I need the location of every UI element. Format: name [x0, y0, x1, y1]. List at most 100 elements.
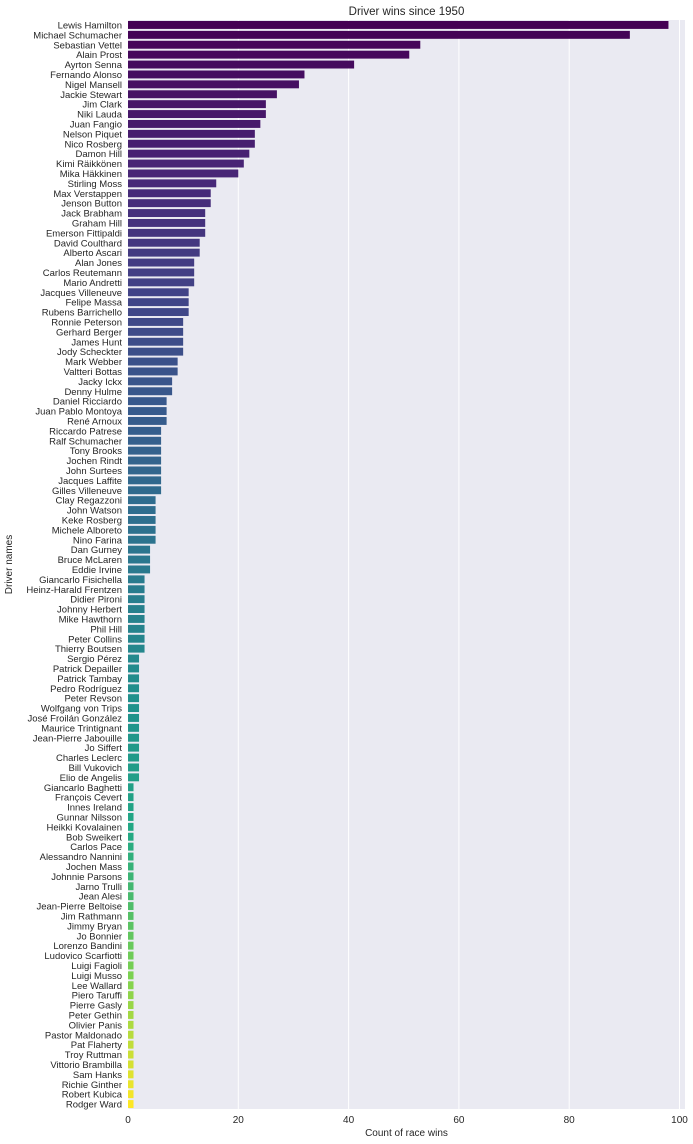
- bar: [128, 872, 134, 881]
- y-tick-label: Ralf Schumacher: [49, 436, 122, 447]
- bar: [128, 466, 162, 475]
- y-tick-label: Mario Andretti: [63, 278, 122, 289]
- x-tick-label: 40: [343, 1115, 355, 1126]
- bar: [128, 545, 151, 554]
- bar: [128, 506, 156, 515]
- y-tick-label: Juan Fangio: [70, 119, 122, 130]
- y-tick-label: Sam Hanks: [73, 1070, 122, 1081]
- bar: [128, 803, 134, 812]
- y-tick-label: Heikki Kovalainen: [46, 822, 122, 833]
- bar: [128, 486, 162, 495]
- bar: [128, 1001, 134, 1010]
- bar: [128, 585, 145, 594]
- y-tick-label: Jean-Pierre Beltoise: [36, 902, 122, 913]
- y-tick-label: Stirling Moss: [68, 179, 123, 190]
- y-tick-label: Rubens Barrichello: [42, 308, 122, 319]
- y-tick-label: Thierry Boutsen: [55, 644, 122, 655]
- y-tick-label: Fernando Alonso: [50, 70, 122, 81]
- bar: [128, 149, 250, 158]
- bar: [128, 535, 156, 544]
- bar: [128, 100, 266, 109]
- y-tick-label: Nelson Piquet: [63, 129, 123, 140]
- bar: [128, 1100, 134, 1109]
- y-tick-label: James Hunt: [71, 337, 122, 348]
- y-tick-label: Lorenzo Bandini: [53, 941, 122, 952]
- y-tick-label: Bob Sweikert: [66, 832, 122, 843]
- y-tick-label: Patrick Depailler: [53, 664, 122, 675]
- bar: [128, 258, 195, 267]
- y-tick-label: Bruce McLaren: [58, 555, 122, 566]
- y-tick-label: René Arnoux: [67, 416, 122, 427]
- bar: [128, 407, 167, 416]
- bar: [128, 40, 421, 49]
- bar: [128, 704, 140, 713]
- y-tick-label: Nico Rosberg: [64, 139, 122, 150]
- bar: [128, 327, 184, 336]
- x-tick-label: 60: [453, 1115, 465, 1126]
- y-tick-label: Nigel Mansell: [65, 80, 122, 91]
- y-tick-label: Ronnie Peterson: [51, 317, 122, 328]
- bar: [128, 367, 178, 376]
- y-tick-label: Sergio Pérez: [67, 654, 122, 665]
- bar: [128, 674, 140, 683]
- y-tick-label: Daniel Ricciardo: [53, 397, 122, 408]
- bar: [128, 971, 134, 980]
- bar: [128, 634, 145, 643]
- bar: [128, 624, 145, 633]
- bar: [128, 783, 134, 792]
- y-tick-label: David Coulthard: [54, 238, 122, 249]
- bar: [128, 30, 630, 39]
- y-tick-label: Riccardo Patrese: [49, 426, 122, 437]
- bar: [128, 862, 134, 871]
- y-tick-label: Giancarlo Baghetti: [44, 783, 122, 794]
- bar: [128, 555, 151, 564]
- y-tick-label: Jochen Mass: [66, 862, 122, 873]
- bar: [128, 110, 266, 119]
- x-tick-label: 100: [671, 1115, 688, 1126]
- y-tick-label: Giancarlo Fisichella: [39, 575, 123, 586]
- y-tick-label: Jean-Pierre Jabouille: [33, 733, 122, 744]
- bar: [128, 1060, 134, 1069]
- bar: [128, 1030, 134, 1039]
- bar: [128, 694, 140, 703]
- y-tick-label: Jacques Villeneuve: [40, 288, 122, 299]
- bar: [128, 228, 206, 237]
- y-tick-label: Gilles Villeneuve: [52, 486, 122, 497]
- y-tick-label: Ayrton Senna: [65, 60, 123, 71]
- y-tick-label: Jim Clark: [82, 100, 122, 111]
- bar: [128, 1070, 134, 1079]
- y-tick-label: Felipe Massa: [66, 298, 123, 309]
- y-tick-label: Luigi Musso: [71, 971, 122, 982]
- bar: [128, 119, 261, 128]
- y-tick-label: Nino Farina: [73, 535, 123, 546]
- bar: [128, 733, 140, 742]
- bar: [128, 832, 134, 841]
- bar: [128, 902, 134, 911]
- y-tick-label: Alan Jones: [75, 258, 122, 269]
- bar: [128, 199, 211, 208]
- y-tick-label: Luigi Fagioli: [71, 961, 122, 972]
- bar: [128, 713, 140, 722]
- y-tick-label: Bill Vukovich: [68, 763, 122, 774]
- y-tick-label: John Surtees: [66, 466, 122, 477]
- y-tick-label: Gunnar Nilsson: [57, 812, 122, 823]
- y-tick-label: Gerhard Berger: [56, 327, 122, 338]
- bar: [128, 961, 134, 970]
- bar: [128, 476, 162, 485]
- y-tick-label: Max Verstappen: [53, 189, 122, 200]
- bar: [128, 1080, 134, 1089]
- bar: [128, 644, 145, 653]
- bar: [128, 605, 145, 614]
- y-tick-label: Rodger Ward: [66, 1100, 122, 1111]
- bar: [128, 90, 277, 99]
- y-tick-label: Pastor Maldonado: [45, 1030, 122, 1041]
- bar: [128, 70, 305, 79]
- y-tick-label: Carlos Pace: [70, 842, 122, 853]
- y-tick-label: Didier Pironi: [70, 595, 122, 606]
- bar: [128, 377, 173, 386]
- bar: [128, 397, 167, 406]
- bar: [128, 218, 206, 227]
- y-tick-label: Peter Collins: [68, 634, 122, 645]
- y-tick-label: Peter Revson: [64, 694, 122, 705]
